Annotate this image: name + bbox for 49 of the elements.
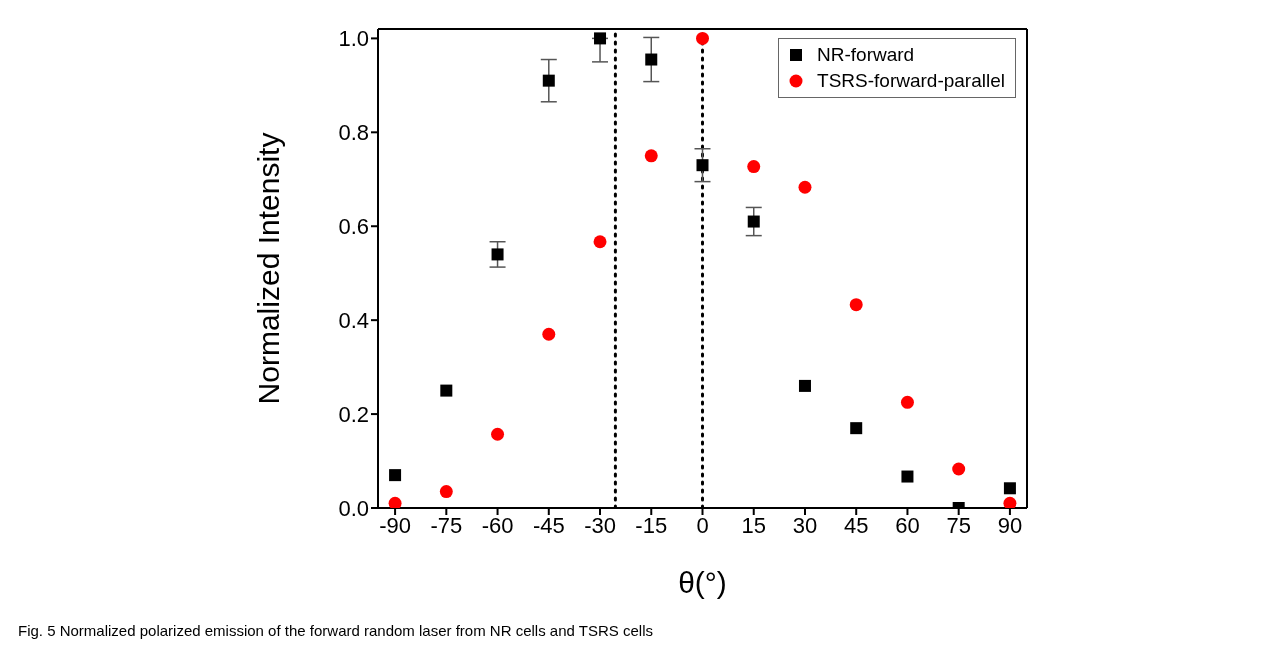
point: [850, 422, 863, 435]
point: [439, 485, 453, 499]
y-tick-label: 1.0: [338, 26, 369, 52]
point: [952, 462, 966, 476]
legend-label: TSRS-forward-parallel: [817, 69, 1005, 93]
point: [644, 149, 658, 163]
point: [798, 379, 811, 392]
point: [542, 74, 555, 87]
point: [491, 427, 505, 441]
y-tick-label: 0.4: [338, 307, 369, 333]
point: [1003, 496, 1017, 508]
point: [491, 248, 504, 261]
y-tick-label: 0.6: [338, 214, 369, 240]
y-tick-label: 0.2: [338, 401, 369, 427]
point: [542, 327, 556, 341]
y-tick-label: 0.8: [338, 120, 369, 146]
x-tick-label: 45: [843, 512, 869, 538]
x-tick-label: 15: [741, 512, 766, 538]
x-tick-label: -75: [430, 512, 463, 538]
x-axis-title: θ(°): [678, 566, 727, 599]
x-tick-label: -30: [584, 512, 616, 538]
point: [389, 469, 402, 482]
y-axis-title: Normalized Intensity: [251, 132, 285, 405]
x-tick-label: 90: [997, 512, 1023, 538]
x-tick-label: 75: [946, 512, 971, 538]
point: [388, 496, 402, 508]
legend-label: NR-forward: [817, 43, 915, 67]
point: [798, 180, 812, 194]
point: [645, 53, 658, 66]
x-tick-label: -90: [379, 512, 411, 538]
point: [594, 32, 607, 45]
x-tick-label: 0: [696, 512, 709, 538]
point: [440, 384, 453, 397]
y-tick-label: 0.0: [338, 495, 369, 521]
point: [849, 298, 863, 312]
point: [747, 160, 761, 174]
point: [696, 31, 709, 45]
caption: Fig. 5 Normalized polarized emission of the forward random laser from NR cells and TSRS cells: [18, 622, 654, 639]
point: [1003, 482, 1016, 495]
point: [901, 470, 914, 483]
point: [593, 235, 607, 249]
point: [900, 395, 914, 409]
point: [747, 215, 760, 228]
x-tick-label: 30: [792, 512, 818, 538]
x-tick-label: -60: [481, 512, 514, 538]
x-tick-label: -15: [635, 512, 668, 538]
x-tick-label: 60: [895, 512, 920, 538]
x-tick-label: -45: [532, 512, 565, 538]
point: [696, 159, 709, 172]
